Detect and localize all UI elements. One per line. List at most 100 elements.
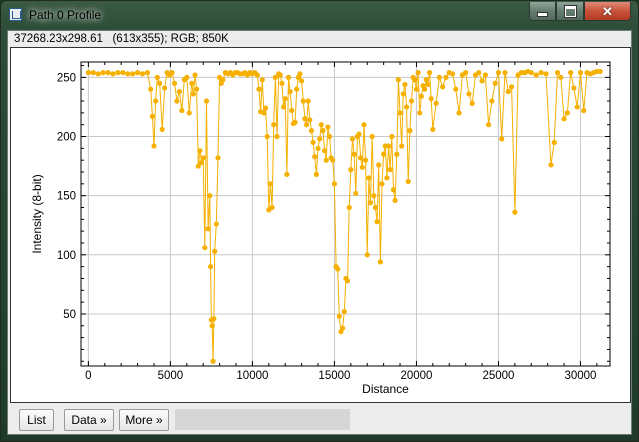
data-point xyxy=(162,85,168,91)
profile-plot[interactable]: 0 5000 10000 15000 20000 25000 30000 50 100 150 20… xyxy=(10,47,631,403)
data-point xyxy=(558,74,564,80)
close-icon: ✕ xyxy=(602,3,613,19)
data-point xyxy=(548,162,554,168)
data-point xyxy=(385,143,392,149)
data-point xyxy=(486,122,492,128)
data-point xyxy=(130,71,136,77)
data-point xyxy=(443,74,449,80)
data-point xyxy=(207,264,214,270)
data-point xyxy=(154,74,160,80)
x-tick-label: 5000 xyxy=(158,370,184,382)
data-point xyxy=(294,86,300,92)
data-point xyxy=(320,128,326,134)
y-tick-label: 250 xyxy=(57,72,76,84)
data-point xyxy=(371,193,377,199)
more-button[interactable]: More » xyxy=(119,409,169,431)
data-point xyxy=(305,98,311,104)
data-point xyxy=(476,70,482,76)
data-point xyxy=(543,71,549,77)
data-point xyxy=(436,74,443,80)
data-point xyxy=(456,110,462,116)
data-point xyxy=(153,98,159,104)
data-point xyxy=(384,175,390,181)
data-point xyxy=(367,200,374,206)
data-point xyxy=(125,71,131,77)
data-point xyxy=(256,86,262,92)
data-point xyxy=(425,81,431,88)
y-tick-label: 200 xyxy=(57,132,76,144)
data-point xyxy=(254,72,260,78)
data-point xyxy=(394,151,400,157)
data-point xyxy=(495,70,502,76)
data-point xyxy=(197,148,203,154)
data-point xyxy=(292,119,298,125)
data-point xyxy=(284,171,290,177)
data-point xyxy=(381,151,387,157)
data-point xyxy=(308,128,315,134)
data-point xyxy=(285,74,292,80)
data-point xyxy=(261,110,267,116)
data-point xyxy=(210,358,216,364)
data-point xyxy=(366,175,372,181)
data-point xyxy=(344,278,351,284)
data-point xyxy=(267,181,274,187)
data-point xyxy=(207,193,213,199)
image-info-line: 37268.23x298.61 (613x355); RGB; 850K xyxy=(14,33,229,45)
data-point xyxy=(405,178,411,185)
data-point xyxy=(325,124,331,130)
data-point xyxy=(348,167,354,173)
data-point xyxy=(379,181,385,187)
data-point xyxy=(202,245,208,251)
data-point xyxy=(571,85,577,91)
data-point xyxy=(315,145,321,151)
data-point xyxy=(90,70,96,76)
data-point xyxy=(302,116,308,122)
data-button[interactable]: Data » xyxy=(64,409,114,431)
data-point xyxy=(336,313,342,319)
minimize-button[interactable] xyxy=(529,2,556,21)
data-point xyxy=(449,71,456,77)
list-button[interactable]: List xyxy=(19,409,54,431)
data-point xyxy=(356,131,362,137)
title-bar[interactable]: Path 0 Profile ✕ xyxy=(1,1,638,29)
data-point xyxy=(317,136,323,142)
data-point xyxy=(212,248,218,254)
data-point xyxy=(331,181,338,187)
data-point xyxy=(395,77,401,83)
data-point xyxy=(499,136,505,142)
data-point xyxy=(469,100,475,107)
data-point xyxy=(110,71,116,77)
x-tick-label: 25000 xyxy=(482,370,514,382)
data-point xyxy=(277,72,283,78)
data-point xyxy=(259,77,265,83)
data-point xyxy=(340,325,346,331)
data-point xyxy=(280,104,287,110)
data-point xyxy=(318,122,324,128)
data-point xyxy=(554,70,561,76)
x-tick-label: 0 xyxy=(85,370,91,382)
data-point xyxy=(213,221,219,227)
data-point xyxy=(492,80,498,86)
data-point xyxy=(289,107,295,114)
data-point xyxy=(203,98,210,104)
close-button[interactable]: ✕ xyxy=(584,2,631,21)
data-point xyxy=(323,157,329,163)
data-point xyxy=(330,157,336,163)
data-point xyxy=(326,133,333,140)
y-tick-label: 150 xyxy=(57,191,76,203)
data-point xyxy=(440,84,446,90)
data-point xyxy=(505,88,511,95)
data-point xyxy=(359,164,365,170)
data-point xyxy=(341,308,347,315)
data-point xyxy=(415,70,421,76)
data-point xyxy=(376,162,382,168)
data-point xyxy=(313,171,319,177)
maximize-button[interactable] xyxy=(556,2,584,21)
data-point xyxy=(512,209,518,215)
plot-area-border xyxy=(80,61,611,367)
data-point xyxy=(139,71,146,77)
data-point xyxy=(105,70,111,76)
data-point xyxy=(361,122,367,128)
data-point xyxy=(561,116,567,122)
